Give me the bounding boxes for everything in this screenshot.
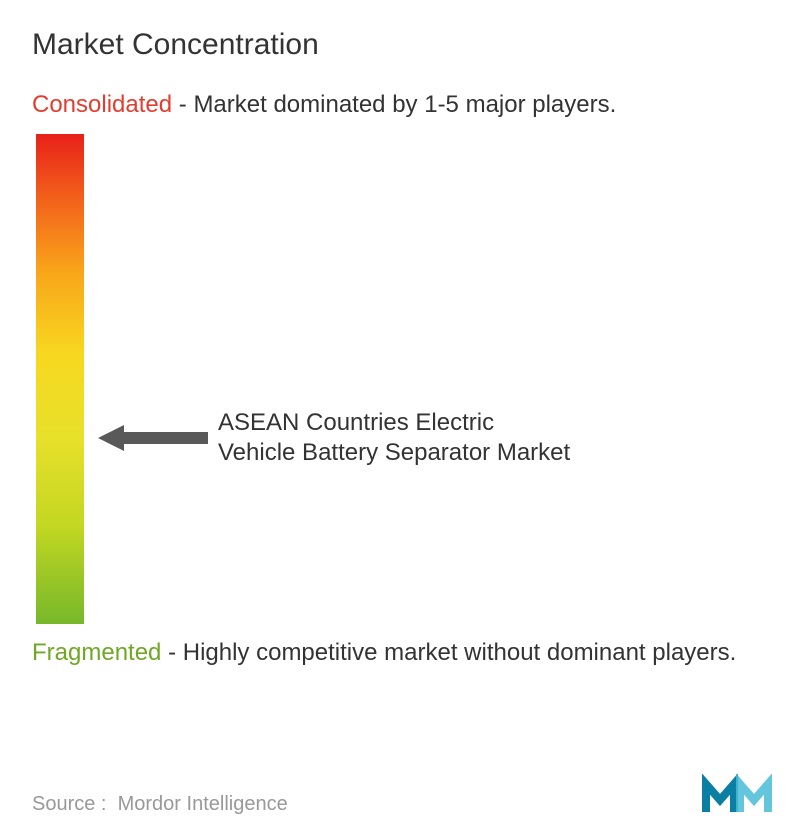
page-title: Market Concentration <box>32 28 764 62</box>
market-pointer: ASEAN Countries Electric Vehicle Battery… <box>98 408 578 468</box>
arrow-left-icon <box>98 425 208 451</box>
gradient-svg <box>36 134 84 624</box>
fragmented-keyword: Fragmented <box>32 639 161 666</box>
fragmented-description: - Highly competitive market without domi… <box>161 639 736 666</box>
mordor-logo-icon <box>702 774 772 816</box>
concentration-gradient-bar: ASEAN Countries Electric Vehicle Battery… <box>36 134 84 624</box>
consolidated-description: - Market dominated by 1-5 major players. <box>172 91 616 118</box>
consolidated-keyword: Consolidated <box>32 91 172 118</box>
fragmented-label-row: Fragmented - Highly competitive market w… <box>32 638 764 668</box>
source-row: Source : Mordor Intelligence <box>32 774 772 816</box>
pointer-label: ASEAN Countries Electric Vehicle Battery… <box>218 408 578 468</box>
consolidated-label-row: Consolidated - Market dominated by 1-5 m… <box>32 90 764 120</box>
source-text: Source : Mordor Intelligence <box>32 793 288 816</box>
